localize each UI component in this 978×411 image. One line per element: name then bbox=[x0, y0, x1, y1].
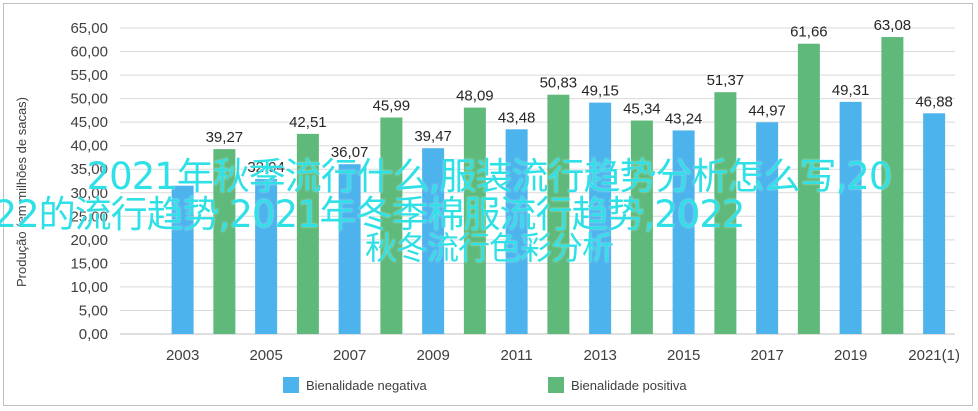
bar-negative bbox=[756, 122, 779, 334]
data-label: 63,08 bbox=[874, 17, 912, 34]
bar-positive bbox=[380, 117, 403, 335]
data-label: 36,07 bbox=[331, 144, 369, 161]
data-label: 61,66 bbox=[790, 24, 828, 41]
x-tick-label: 2013 bbox=[583, 347, 616, 364]
y-tick-label: 40,00 bbox=[70, 138, 108, 155]
data-label: 39,47 bbox=[414, 128, 452, 145]
bar-positive bbox=[714, 92, 737, 334]
legend-label-positive: Bienalidade positiva bbox=[571, 378, 687, 393]
y-tick-label: 15,00 bbox=[70, 255, 108, 272]
x-tick-label: 2009 bbox=[416, 347, 449, 364]
x-tick-label: 2017 bbox=[750, 347, 783, 364]
bar-positive bbox=[630, 120, 653, 335]
y-axis-ticks: 0,00 5,00 10,00 15,00 20,00 25,00 30,00 35,00 40… bbox=[70, 20, 108, 343]
y-tick-label: 50,00 bbox=[70, 91, 108, 108]
bar-positive bbox=[547, 94, 570, 334]
y-tick-label: 35,00 bbox=[70, 161, 108, 178]
x-tick-label: 2011 bbox=[500, 347, 532, 364]
y-tick-label: 10,00 bbox=[70, 279, 108, 296]
y-tick-label: 20,00 bbox=[70, 232, 108, 249]
bar-negative bbox=[839, 101, 862, 334]
x-tick-label: 2007 bbox=[333, 347, 366, 364]
data-label: 48,09 bbox=[456, 88, 494, 105]
y-tick-label: 45,00 bbox=[70, 114, 108, 131]
x-tick-label: 2019 bbox=[834, 347, 867, 364]
data-label: 50,83 bbox=[540, 75, 578, 92]
bar-positive bbox=[213, 149, 236, 334]
data-labels: 32,94 36,07 39,47 43,48 49,15 43,24 44,97 49,31… bbox=[206, 17, 953, 176]
data-label: 49,31 bbox=[832, 82, 870, 99]
x-tick-label: 2003 bbox=[166, 347, 199, 364]
legend: Bienalidade negativa Bienalidade positiv… bbox=[283, 377, 687, 393]
gridlines bbox=[120, 27, 955, 335]
x-tick-label: 2021(1) bbox=[908, 347, 960, 364]
y-tick-label: 65,00 bbox=[70, 20, 108, 37]
data-label: 49,15 bbox=[581, 83, 619, 100]
data-label: 32,94 bbox=[247, 159, 285, 176]
bar-positive bbox=[797, 43, 820, 334]
bar-positive bbox=[881, 37, 904, 335]
y-tick-label: 0,00 bbox=[79, 326, 108, 343]
bar-negative bbox=[589, 102, 612, 335]
data-label: 44,97 bbox=[748, 102, 786, 119]
data-label: 39,27 bbox=[206, 129, 244, 146]
x-tick-label: 2005 bbox=[249, 347, 282, 364]
data-label: 42,51 bbox=[289, 114, 327, 131]
legend-swatch-positive bbox=[548, 377, 564, 393]
data-label: 43,24 bbox=[665, 110, 703, 127]
data-label: 43,48 bbox=[498, 109, 536, 126]
y-tick-label: 30,00 bbox=[70, 185, 108, 202]
bars bbox=[171, 37, 946, 335]
bar-negative bbox=[171, 185, 194, 334]
y-tick-label: 5,00 bbox=[79, 302, 108, 319]
bar-positive bbox=[463, 107, 486, 334]
x-axis-ticks: 2003 2005 2007 2009 2011 2013 2015 2017 2019 2021… bbox=[166, 347, 960, 364]
data-label: 45,34 bbox=[623, 101, 661, 118]
data-label: 46,88 bbox=[915, 93, 953, 110]
y-tick-label: 25,00 bbox=[70, 208, 108, 225]
y-tick-label: 60,00 bbox=[70, 44, 108, 61]
bar-negative bbox=[672, 130, 695, 334]
legend-swatch-negative bbox=[283, 377, 299, 393]
y-tick-label: 55,00 bbox=[70, 67, 108, 84]
bar-negative bbox=[255, 178, 278, 334]
x-tick-label: 2015 bbox=[667, 347, 700, 364]
data-label: 45,99 bbox=[373, 97, 411, 114]
bar-negative bbox=[923, 113, 946, 335]
data-label: 51,37 bbox=[707, 72, 745, 89]
bar-negative bbox=[422, 148, 445, 334]
bar-negative bbox=[338, 164, 361, 334]
legend-label-negative: Bienalidade negativa bbox=[306, 378, 427, 393]
y-axis-label: Produção (em milhões de sacas) bbox=[14, 97, 29, 287]
bar-negative bbox=[505, 129, 528, 334]
bar-positive bbox=[296, 133, 319, 334]
